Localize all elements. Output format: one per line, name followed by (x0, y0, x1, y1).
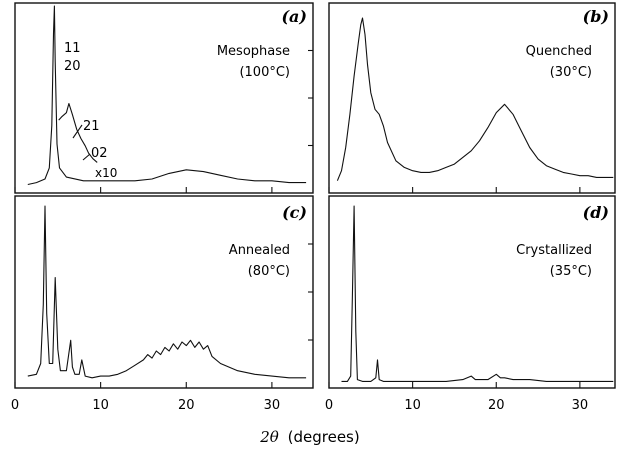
x-tick-labels-c-label-0: 0 (11, 398, 19, 413)
panel-b-condition: Quenched (526, 44, 592, 59)
x-tick-labels-c-label-3: 30 (264, 398, 281, 413)
panel-c-frame (14, 195, 314, 389)
x-tick-labels-c-label-2: 20 (178, 398, 195, 413)
panel-b-temperature: (30°C) (550, 65, 592, 80)
panel-d-letter: (d) (583, 203, 609, 222)
panel-c: (c) Annealed (80°C) (14, 195, 314, 389)
panel-a-trace-0 (27, 5, 307, 186)
panel-d-temperature: (35°C) (550, 264, 592, 279)
peak-label-20: 20 (64, 59, 81, 74)
panel-c-condition: Annealed (229, 243, 290, 258)
panel-d-plot (328, 205, 614, 388)
panel-a-condition: Mesophase (217, 44, 290, 59)
x-tick-labels-c-label-1: 10 (92, 398, 109, 413)
panel-b-plot (328, 17, 614, 193)
x-tick-labels-d-label-3: 30 (572, 398, 589, 413)
panel-a-temperature: (100°C) (239, 65, 290, 80)
panel-d: (d) Crystallized (35°C) (328, 195, 616, 389)
x-tick-labels-d-label-2: 20 (488, 398, 505, 413)
x-tick-labels-d: 0 10 20 30 (325, 398, 588, 413)
peak-label-02: 02 (91, 146, 108, 161)
x-axis-symbol: 2θ (259, 428, 279, 446)
panel-d-condition: Crystallized (516, 243, 592, 258)
inset-scale-label: x10 (95, 166, 117, 180)
panel-a: (a) Mesophase (100°C) 11 20 21 02 x10 (14, 2, 314, 194)
panel-a-trace-1 (58, 102, 98, 163)
panel-c-letter: (c) (282, 203, 307, 222)
panel-a-frame (14, 2, 314, 194)
peak-leader-02 (82, 153, 91, 161)
panel-a-plot (14, 5, 313, 193)
panel-b-trace-0 (336, 17, 614, 181)
peak-leader-21 (72, 124, 83, 139)
panel-b-frame (328, 2, 616, 194)
panel-b-letter: (b) (583, 7, 609, 26)
panel-a-letter: (a) (281, 7, 307, 26)
panel-c-plot (14, 205, 313, 388)
x-tick-labels-d-label-1: 10 (404, 398, 421, 413)
panel-d-frame (328, 195, 616, 389)
panel-c-trace-0 (27, 205, 307, 379)
x-tick-labels-c: 0 10 20 30 (11, 398, 280, 413)
panel-b: (b) Quenched (30°C) (328, 2, 616, 194)
x-axis-label: 2θ (degrees) (259, 428, 359, 446)
peak-label-21: 21 (83, 119, 100, 134)
peak-label-11: 11 (64, 41, 81, 56)
panel-d-trace-0 (341, 205, 614, 382)
panel-c-temperature: (80°C) (248, 264, 290, 279)
x-tick-labels-d-label-0: 0 (325, 398, 333, 413)
x-axis-units: (degrees) (288, 428, 360, 446)
